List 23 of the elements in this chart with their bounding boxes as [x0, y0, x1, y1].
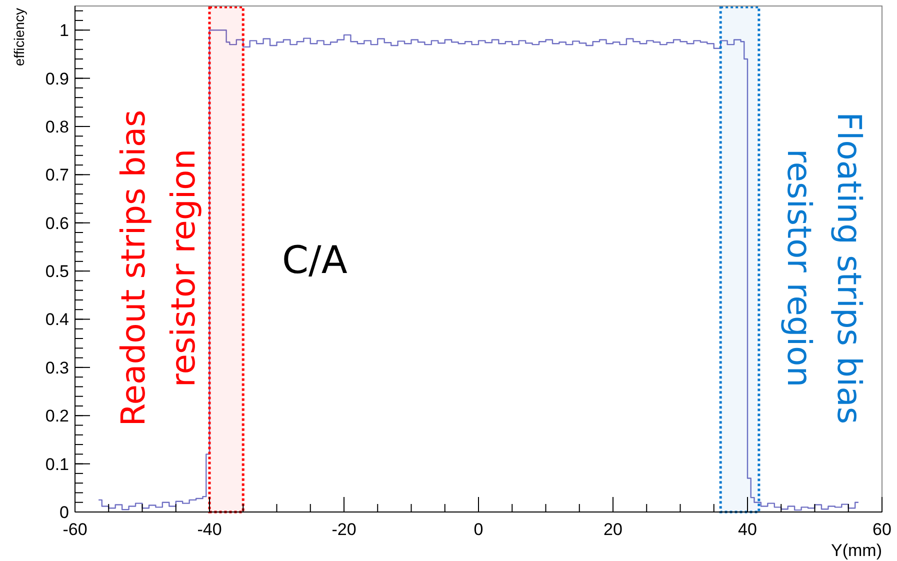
y-tick-label: 1 — [60, 21, 69, 40]
y-tick-label: 0.3 — [45, 358, 69, 378]
x-tick-label: 20 — [604, 520, 622, 539]
y-tick-label: 0.4 — [45, 310, 69, 330]
x-tick-label: 60 — [872, 520, 892, 539]
y-tick-label: 0.6 — [45, 214, 69, 233]
y-tick-label: 0.8 — [45, 117, 69, 136]
x-tick-label: 40 — [738, 520, 757, 539]
annotation: C/A — [282, 238, 348, 282]
x-tick-label: -20 — [332, 520, 356, 539]
x-tick-label: 0 — [474, 520, 484, 539]
y-tick-label: 0 — [60, 503, 69, 522]
x-tick-label: -60 — [62, 520, 88, 539]
y-tick-label: 0.7 — [45, 166, 69, 185]
x-tick-label: -40 — [197, 520, 222, 539]
y-tick-label: 0.5 — [45, 262, 69, 282]
band-label: Readout strips bias resistor region — [114, 110, 202, 426]
x-axis-title: Y(mm) — [831, 541, 882, 560]
y-tick-label: 0.9 — [45, 69, 69, 88]
y-axis-title: efficiency — [11, 8, 27, 66]
band-label: Floating strips bias resistor region — [780, 112, 869, 424]
y-tick-label: 0.1 — [45, 454, 69, 474]
y-tick-label: 0.2 — [45, 406, 69, 426]
